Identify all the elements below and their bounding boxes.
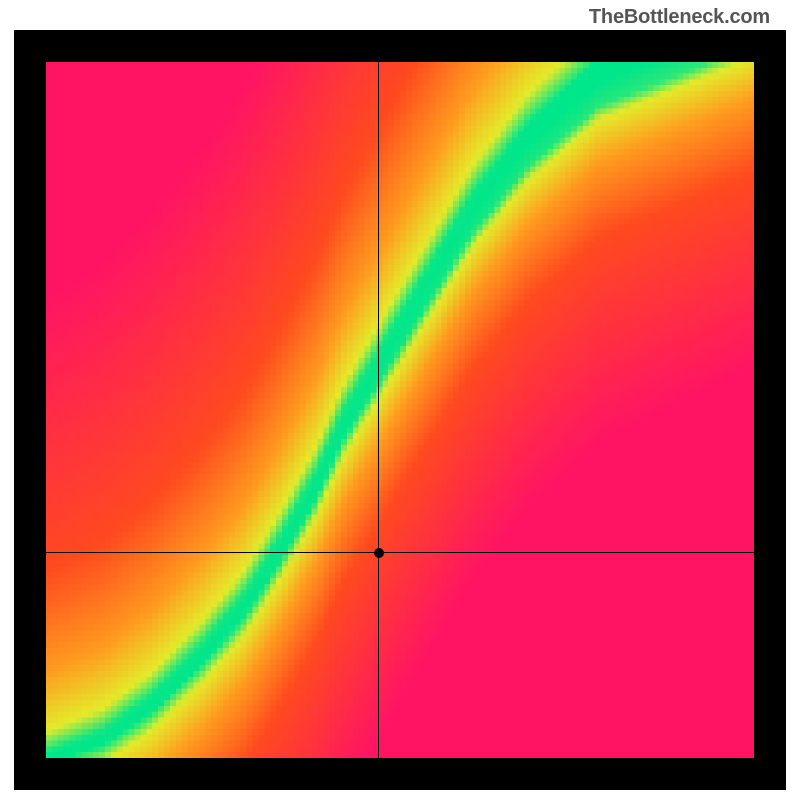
attribution-text: TheBottleneck.com xyxy=(589,6,770,29)
frame-right xyxy=(754,30,786,790)
frame-left xyxy=(14,30,46,790)
crosshair-horizontal xyxy=(46,552,754,553)
frame-bottom xyxy=(14,758,786,790)
frame-top xyxy=(14,30,786,62)
chart-container: TheBottleneck.com xyxy=(0,0,800,800)
marker-point xyxy=(374,548,384,558)
crosshair-vertical xyxy=(378,62,379,758)
bottleneck-heatmap xyxy=(46,62,754,758)
